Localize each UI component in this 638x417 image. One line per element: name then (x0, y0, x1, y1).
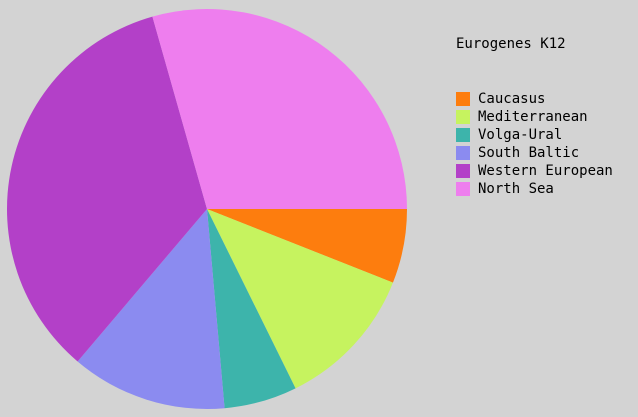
legend-swatch-caucasus (456, 92, 470, 106)
legend-label-western-european: Western European (478, 163, 613, 179)
legend-label-mediterranean: Mediterranean (478, 109, 588, 125)
pie-slice-western-european (6, 16, 208, 362)
legend-swatch-north-sea (456, 182, 470, 196)
legend: Caucasus Mediterranean Volga-Ural South … (456, 90, 613, 198)
legend-item-western-european: Western European (456, 162, 613, 180)
legend-item-south-baltic: South Baltic (456, 144, 613, 162)
chart-title: Eurogenes K12 (456, 36, 566, 52)
legend-label-north-sea: North Sea (478, 181, 554, 197)
legend-item-caucasus: Caucasus (456, 90, 613, 108)
legend-label-volga-ural: Volga-Ural (478, 127, 563, 143)
pie-slice-volga-ural (207, 209, 296, 409)
legend-swatch-south-baltic (456, 146, 470, 160)
pie-slice-south-baltic (77, 209, 225, 410)
legend-swatch-western-european (456, 164, 470, 178)
legend-item-volga-ural: Volga-Ural (456, 126, 613, 144)
legend-label-caucasus: Caucasus (478, 91, 546, 107)
pie-slice-north-sea (152, 8, 407, 210)
legend-label-south-baltic: South Baltic (478, 145, 580, 161)
legend-swatch-volga-ural (456, 128, 470, 142)
legend-item-north-sea: North Sea (456, 180, 613, 198)
legend-swatch-mediterranean (456, 110, 470, 124)
legend-item-mediterranean: Mediterranean (456, 108, 613, 126)
pie-slice-caucasus (207, 209, 408, 283)
pie-slice-mediterranean (207, 209, 393, 389)
